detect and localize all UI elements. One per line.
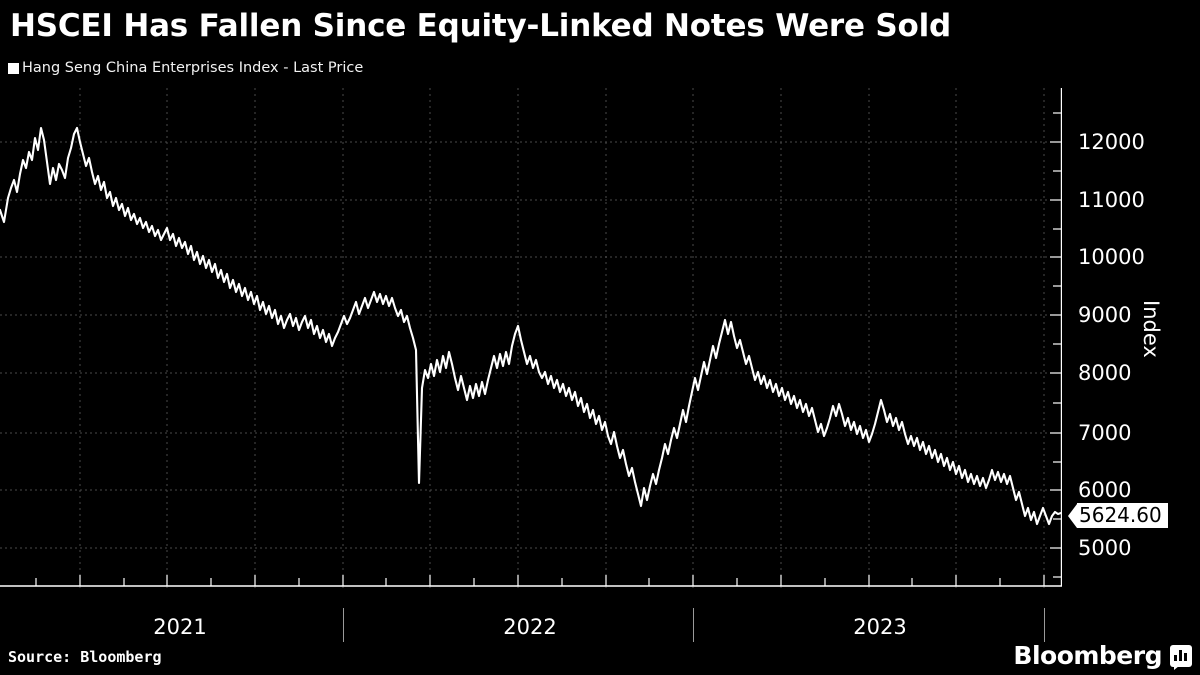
- y-tick-5000: 5000: [1078, 536, 1132, 560]
- legend-series-label: Hang Seng China Enterprises Index - Last…: [22, 60, 364, 76]
- price-flag-pointer-icon: [1068, 503, 1077, 528]
- bloomberg-wordmark: Bloomberg: [1013, 641, 1162, 670]
- axis-frame: [0, 88, 1062, 587]
- chart-legend: Hang Seng China Enterprises Index - Last…: [8, 60, 363, 76]
- x-separator-2021-2022: [343, 608, 344, 642]
- y-axis-ticks: [1050, 112, 1062, 578]
- plot-area: [0, 88, 1062, 588]
- x-axis-ticks: [35, 575, 1045, 586]
- x-tick-2022: 2022: [503, 615, 557, 639]
- x-tick-2023: 2023: [853, 615, 907, 639]
- y-tick-12000: 12000: [1078, 130, 1145, 154]
- y-tick-8000: 8000: [1078, 361, 1132, 385]
- y-tick-7000: 7000: [1078, 421, 1132, 445]
- price-line: [0, 126, 1062, 526]
- y-tick-10000: 10000: [1078, 245, 1145, 269]
- bloomberg-brand: Bloomberg: [1013, 641, 1192, 670]
- x-separator-2023-end: [1044, 608, 1045, 642]
- x-separator-2022-2023: [693, 608, 694, 642]
- last-price-flag: 5624.60: [1068, 503, 1168, 528]
- y-tick-6000: 6000: [1078, 478, 1132, 502]
- y-tick-9000: 9000: [1078, 303, 1132, 327]
- source-attribution: Source: Bloomberg: [8, 648, 162, 666]
- y-tick-11000: 11000: [1078, 188, 1145, 212]
- horizontal-gridlines: [0, 141, 1062, 549]
- bloomberg-terminal-icon: [1170, 644, 1192, 670]
- page-title: HSCEI Has Fallen Since Equity-Linked Not…: [10, 8, 952, 44]
- chart-svg: [0, 88, 1062, 588]
- vertical-gridlines: [79, 88, 1045, 588]
- last-price-value: 5624.60: [1077, 503, 1168, 528]
- x-tick-2021: 2021: [153, 615, 207, 639]
- legend-square-marker-icon: [8, 62, 19, 74]
- y-axis-title: Index: [1139, 300, 1163, 358]
